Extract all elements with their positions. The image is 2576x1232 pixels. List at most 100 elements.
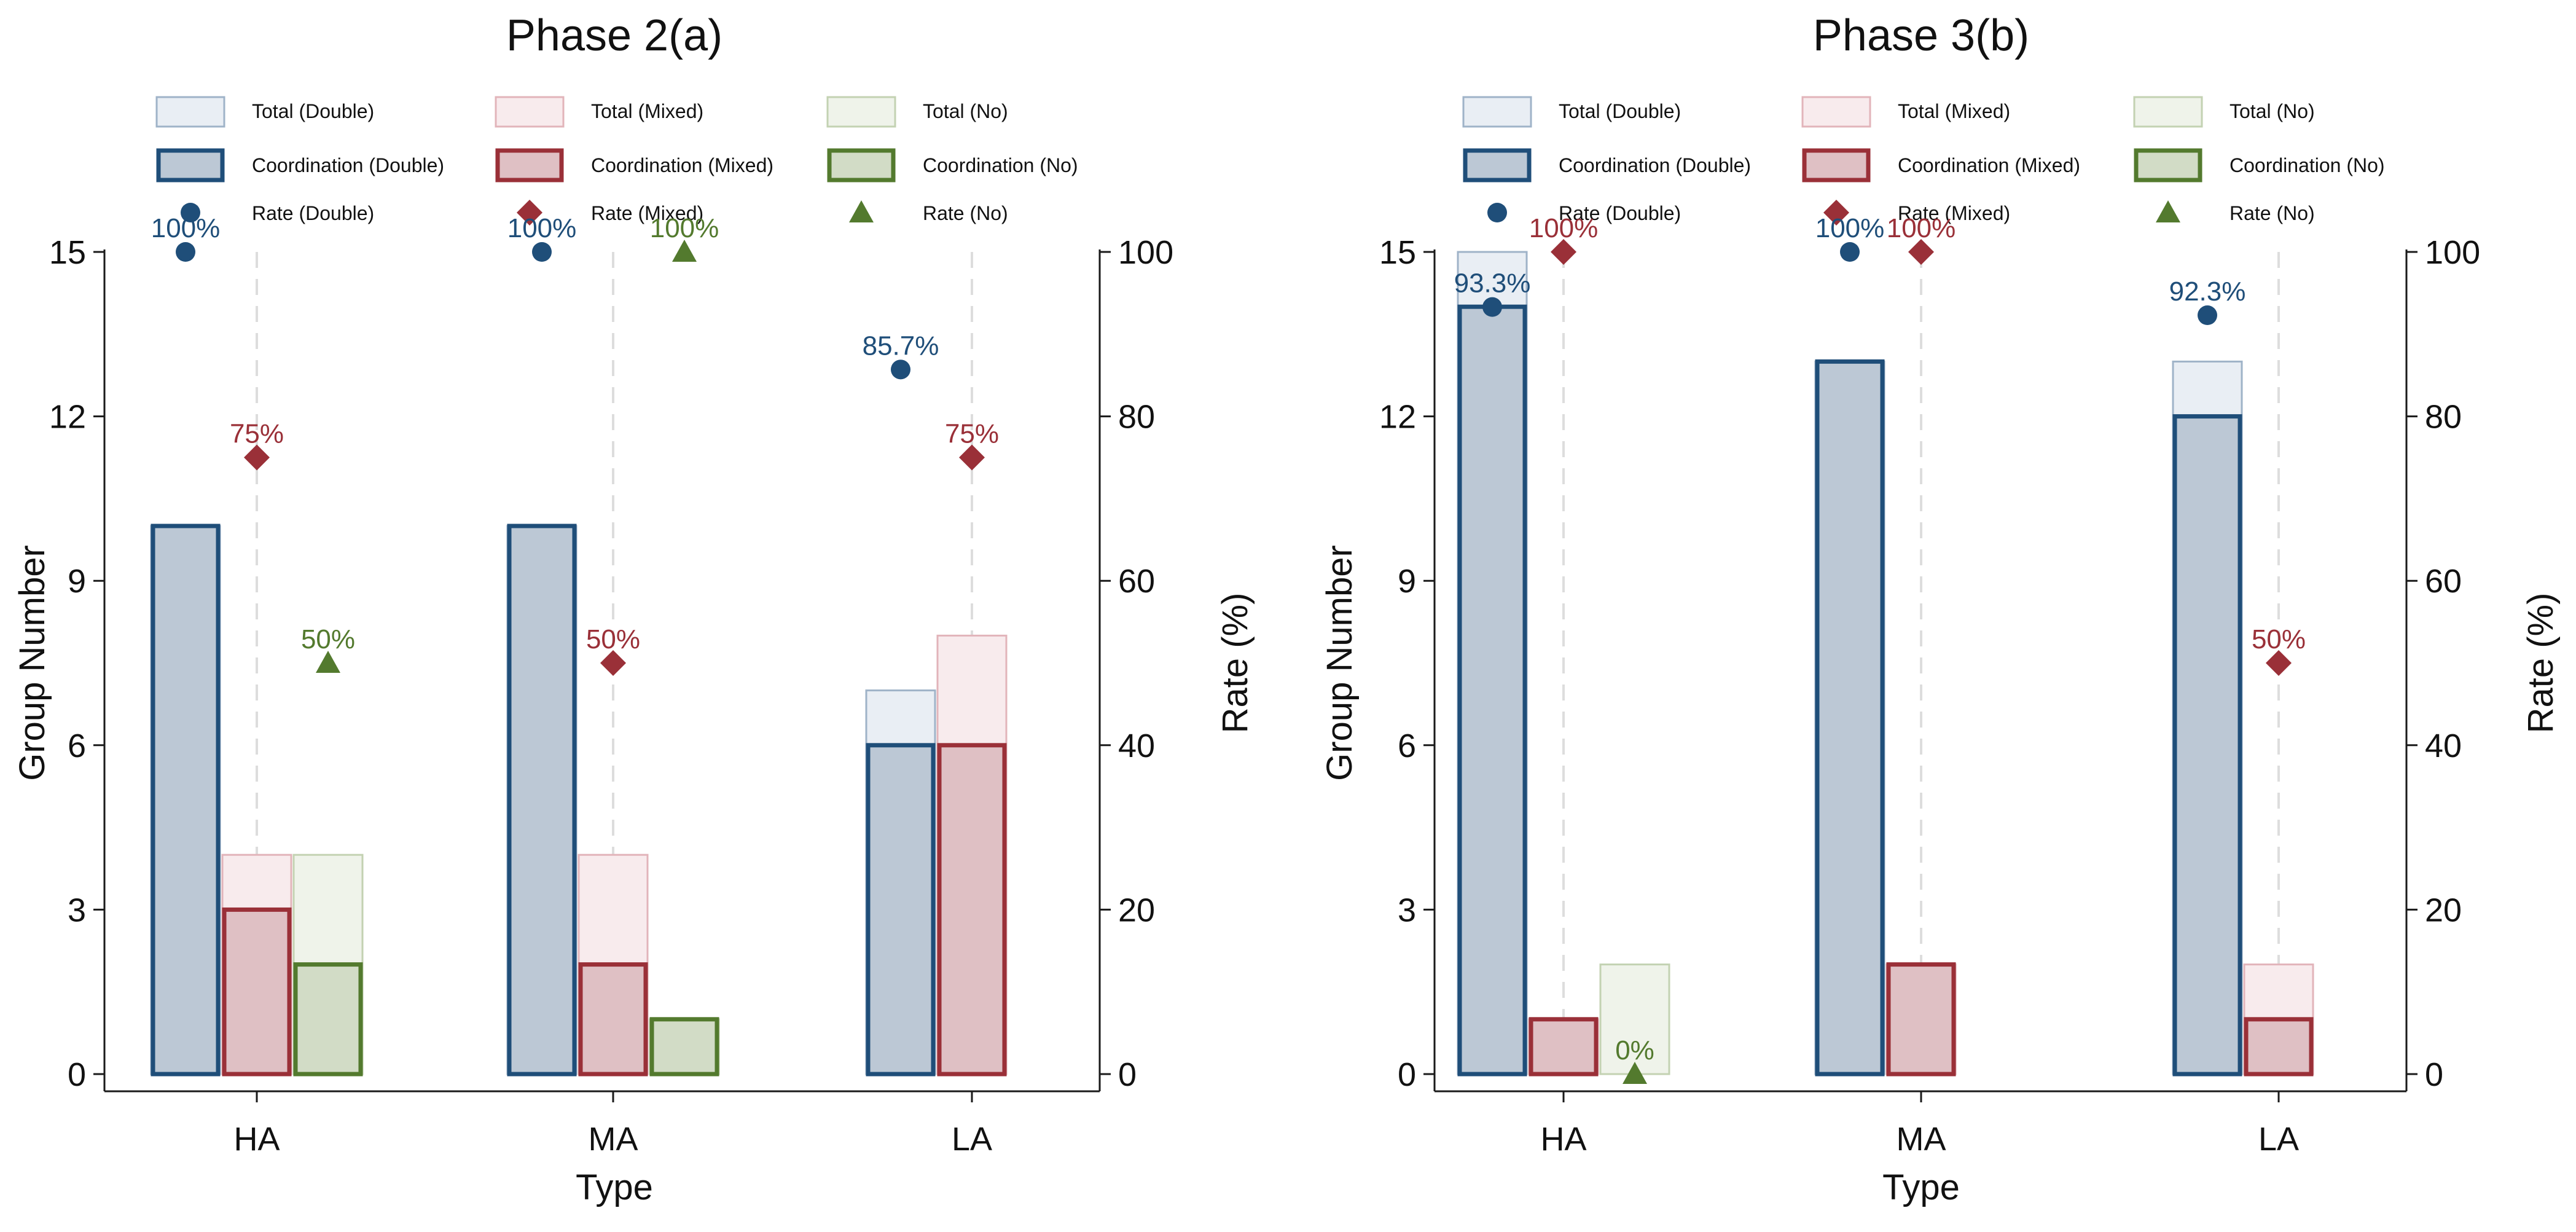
- legend-swatch-coordination: [827, 148, 896, 182]
- x-axis-label: Type: [1882, 1167, 1960, 1207]
- x-tick-label: MA: [589, 1121, 638, 1158]
- legend-label: Coordination (No): [2230, 154, 2385, 176]
- legend-marker: [1487, 203, 1507, 222]
- legend-label: Rate (No): [923, 202, 1008, 224]
- y2-tick-label: 20: [2425, 892, 2462, 928]
- chart-panel-2: Phase 3(b) Total (Double) Total (Mixed) Tot…: [1320, 11, 2561, 1207]
- rate-label: 75%: [945, 419, 999, 449]
- legend-swatch-total: [2133, 96, 2203, 128]
- rate-label: 100%: [1887, 213, 1956, 243]
- y2-tick-label: 100: [2425, 234, 2480, 271]
- y2-tick-label: 40: [2425, 728, 2462, 764]
- rate-marker-no: [672, 240, 697, 262]
- bar-coordination-double: [1815, 359, 1885, 1077]
- x-tick-label: LA: [952, 1121, 992, 1158]
- rate-marker-mixed: [2266, 650, 2292, 676]
- bar-coordination-no: [293, 962, 363, 1077]
- y2-tick-label: 80: [1118, 399, 1155, 436]
- legend-swatch-coordination: [156, 148, 225, 182]
- y2-tick-label: 60: [2425, 563, 2462, 600]
- rate-label: 93.3%: [1454, 269, 1531, 299]
- legend-label: Total (Double): [1559, 100, 1681, 122]
- legend-label: Total (Mixed): [1898, 100, 2010, 122]
- legend-label: Coordination (Mixed): [1898, 154, 2080, 176]
- bar-coordination-double: [151, 524, 221, 1077]
- legend-label: Total (No): [2230, 100, 2315, 122]
- bar-coordination-no: [649, 1017, 719, 1077]
- legend-marker: [517, 200, 542, 226]
- legend-swatch-coordination: [1463, 148, 1532, 182]
- legend-swatch-total: [1462, 96, 1532, 128]
- rate-label: 0%: [1615, 1035, 1654, 1065]
- bar-coordination-double: [1457, 304, 1527, 1077]
- legend-marker: [1823, 200, 1849, 226]
- legend-swatch-coordination: [495, 148, 564, 182]
- rate-marker-double: [2198, 305, 2217, 326]
- chart-title: Phase 2(a): [506, 11, 722, 60]
- legend-label: Total (Double): [252, 100, 374, 122]
- legend-label: Total (No): [923, 100, 1008, 122]
- rate-label: 100%: [1815, 213, 1885, 243]
- x-axis-label: Type: [576, 1167, 653, 1207]
- y-tick-label: 12: [1379, 399, 1416, 436]
- legend-label: Coordination (Double): [252, 154, 444, 176]
- y2-axis-label: Rate (%): [2521, 593, 2561, 734]
- chart-panel-1: Phase 2(a) Total (Double) Total (Mixed) Tot…: [12, 11, 1255, 1207]
- y-axis-label: Group Number: [12, 545, 52, 781]
- legend-label: Coordination (Mixed): [591, 154, 773, 176]
- y-tick-label: 15: [1379, 234, 1416, 271]
- y2-tick-label: 80: [2425, 399, 2462, 436]
- rate-label: 75%: [230, 419, 284, 449]
- legend-label: Rate (Double): [252, 202, 374, 224]
- x-tick-label: LA: [2258, 1121, 2299, 1158]
- y-tick-label: 0: [68, 1056, 86, 1093]
- bar-coordination-mixed: [1886, 962, 1956, 1077]
- rate-marker-double: [1482, 297, 1502, 317]
- rate-marker-mixed: [600, 650, 626, 676]
- legend-label: Rate (No): [2230, 202, 2315, 224]
- legend-label: Coordination (Double): [1559, 154, 1751, 176]
- y-tick-label: 9: [68, 563, 86, 600]
- rate-marker-double: [532, 242, 552, 262]
- legend-swatch-coordination: [1802, 148, 1871, 182]
- y-tick-label: 15: [49, 234, 86, 271]
- y-axis-label: Group Number: [1320, 545, 1360, 781]
- x-tick-label: HA: [233, 1121, 280, 1158]
- y-tick-label: 3: [68, 892, 86, 928]
- bar-coordination-mixed: [1529, 1017, 1599, 1077]
- y2-tick-label: 40: [1118, 728, 1155, 764]
- legend-label: Total (Mixed): [591, 100, 703, 122]
- rate-label: 85.7%: [863, 331, 939, 361]
- legend-marker: [849, 200, 874, 222]
- legend-marker: [2156, 200, 2180, 222]
- y2-axis-label: Rate (%): [1215, 593, 1255, 734]
- bar-coordination-mixed: [2244, 1017, 2314, 1077]
- legend-marker: [181, 203, 200, 222]
- rate-marker-double: [176, 242, 195, 262]
- chart-title: Phase 3(b): [1813, 11, 2029, 60]
- bar-coordination-mixed: [222, 907, 292, 1077]
- rate-label: 50%: [2252, 624, 2306, 654]
- legend-swatch-total: [826, 96, 896, 128]
- x-tick-label: HA: [1540, 1121, 1586, 1158]
- legend-label: Rate (Double): [1559, 202, 1681, 224]
- y-tick-label: 6: [68, 728, 86, 764]
- rate-label: 100%: [650, 213, 719, 243]
- rate-label: 100%: [151, 213, 221, 243]
- rate-marker-no: [316, 651, 340, 673]
- y2-tick-label: 100: [1118, 234, 1173, 271]
- rate-label: 50%: [586, 624, 640, 654]
- y-tick-label: 3: [1398, 892, 1416, 928]
- y-tick-label: 9: [1398, 563, 1416, 600]
- rate-marker-mixed: [244, 444, 270, 471]
- y2-tick-label: 0: [2425, 1056, 2443, 1093]
- legend-swatch-coordination: [2134, 148, 2202, 182]
- bar-coordination-mixed: [937, 743, 1007, 1077]
- y2-tick-label: 0: [1118, 1056, 1137, 1093]
- legend-swatch-total: [495, 96, 565, 128]
- legend-label: Rate (Mixed): [591, 202, 703, 224]
- bar-coordination-double: [507, 524, 577, 1077]
- rate-marker-mixed: [1908, 239, 1934, 265]
